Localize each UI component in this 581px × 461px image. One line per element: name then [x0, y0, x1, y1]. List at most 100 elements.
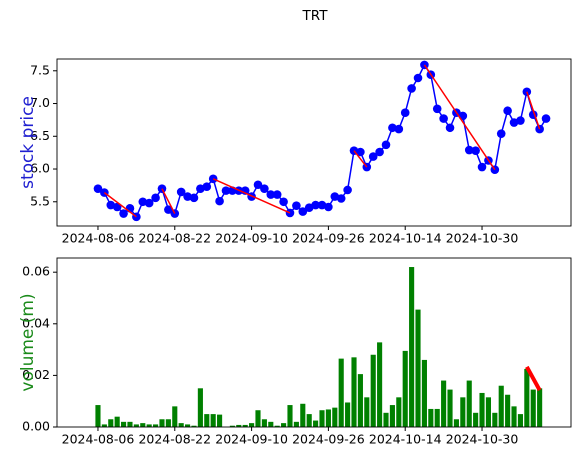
price-point: [93, 184, 103, 193]
price-point: [253, 180, 263, 190]
price-point: [343, 185, 352, 195]
volume-bar: [537, 388, 543, 427]
volume-bar: [383, 412, 389, 427]
price-point: [292, 201, 301, 210]
price-point: [464, 145, 474, 155]
volume-bar: [178, 423, 184, 427]
volume-bar: [357, 374, 363, 427]
x-tick-label: 2024-09-10: [215, 432, 288, 447]
trend-line: [526, 91, 541, 130]
price-point: [266, 190, 276, 199]
volume-bar: [428, 408, 434, 427]
x-tick-label: 2024-08-06: [62, 231, 135, 246]
x-tick-label: 2024-08-22: [138, 231, 211, 246]
volume-bar: [140, 423, 146, 427]
volume-bar: [95, 405, 101, 427]
x-tick-label: 2024-10-30: [446, 231, 519, 246]
price-point: [394, 124, 404, 134]
price-point: [490, 165, 500, 174]
volume-bar: [460, 397, 466, 427]
volume-bar: [293, 421, 299, 427]
volume-bar: [325, 409, 331, 427]
volume-bar: [447, 389, 453, 427]
price-point: [144, 198, 154, 208]
volume-bar: [255, 410, 261, 427]
volume-bar: [229, 425, 235, 427]
volume-bar: [268, 421, 274, 427]
y-axis-label: stock price: [18, 96, 38, 189]
volume-bar: [441, 380, 447, 427]
volume-bar: [185, 424, 191, 427]
price-point: [439, 114, 448, 123]
axes-frame: [56, 257, 572, 428]
volume-bar: [300, 403, 306, 427]
volume-bar: [492, 412, 498, 427]
y-tick-label: 0.02: [22, 367, 50, 382]
volume-bar: [415, 309, 421, 427]
volume-bar: [345, 402, 351, 427]
price-point: [368, 152, 378, 161]
price-point: [477, 162, 487, 172]
volume-bar: [479, 392, 485, 427]
price-point: [503, 106, 512, 116]
volume-bar: [191, 425, 197, 427]
trend-line: [212, 178, 291, 214]
price-point: [432, 104, 442, 114]
x-tick-label: 2024-09-26: [292, 432, 365, 447]
y-tick-label: 7.5: [30, 62, 50, 77]
y-tick-label: 0.04: [22, 315, 50, 330]
price-point: [202, 182, 212, 192]
chart-title: TRT: [302, 8, 329, 24]
price-point: [522, 87, 532, 97]
price-point: [471, 146, 480, 155]
volume-bar: [511, 406, 517, 427]
volume-bar: [453, 419, 459, 427]
price-point: [215, 196, 224, 206]
price-point: [400, 108, 410, 118]
price-point: [311, 200, 320, 210]
x-tick-label: 2024-10-14: [369, 432, 442, 447]
y-tick-label: 0.00: [22, 419, 50, 434]
y-tick-label: 0.06: [22, 264, 50, 279]
volume-bar: [172, 406, 178, 427]
volume-bar: [274, 425, 280, 427]
price-point: [445, 123, 455, 133]
volume-bar: [389, 405, 395, 427]
trend-line: [423, 64, 496, 171]
price-point: [407, 84, 416, 93]
volume-bar: [217, 414, 223, 427]
volume-bar: [236, 424, 242, 427]
volume-bar: [421, 359, 427, 427]
volume-bar: [319, 410, 325, 427]
volume-bar: [505, 394, 511, 427]
volume-bar: [146, 424, 152, 427]
volume-bar: [473, 412, 479, 427]
price-point: [356, 147, 365, 157]
volume-bar: [165, 419, 171, 427]
volume-bar: [153, 424, 159, 427]
volume-bar: [351, 357, 357, 427]
trend-line: [525, 365, 542, 392]
volume-bar: [133, 424, 139, 427]
price-point: [375, 147, 384, 157]
price-point: [541, 114, 551, 123]
volume-bar: [524, 368, 530, 427]
trend-line: [161, 188, 176, 214]
x-tick-label: 2024-08-22: [138, 432, 211, 447]
price-point: [138, 197, 148, 207]
price-point: [119, 209, 128, 218]
price-point: [336, 194, 346, 203]
x-tick-label: 2024-10-30: [446, 432, 519, 447]
price-point: [413, 73, 423, 83]
x-tick-label: 2024-08-06: [62, 432, 135, 447]
volume-bar: [530, 389, 536, 427]
volume-bar: [313, 420, 319, 427]
volume-bar: [159, 419, 165, 427]
volume-bar: [287, 405, 293, 427]
price-point: [298, 207, 308, 216]
volume-bar: [210, 414, 216, 427]
x-tick-label: 2024-09-26: [292, 231, 365, 246]
y-tick-label: 6.5: [30, 128, 50, 143]
price-point: [189, 193, 199, 203]
